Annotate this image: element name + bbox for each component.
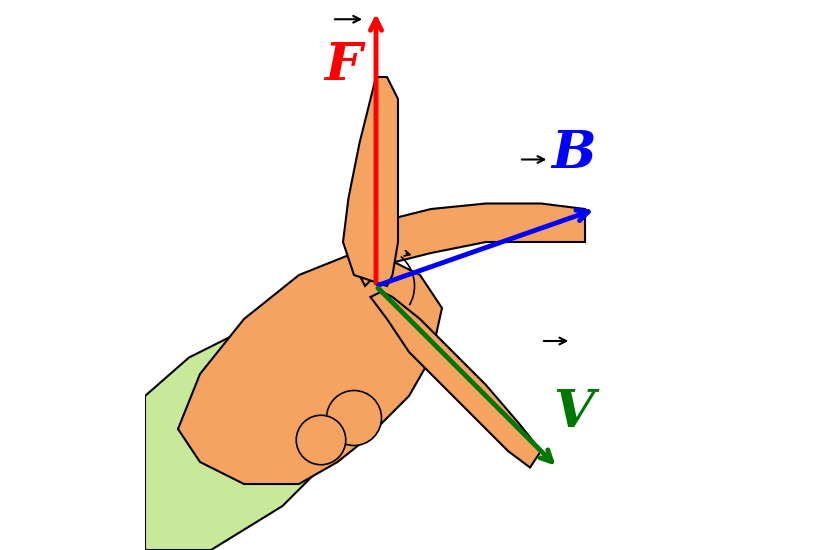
Polygon shape (354, 204, 585, 286)
Text: F: F (324, 41, 362, 91)
Polygon shape (145, 319, 354, 550)
Polygon shape (178, 253, 442, 484)
Polygon shape (343, 77, 398, 286)
Circle shape (327, 390, 381, 446)
Polygon shape (370, 292, 541, 468)
Text: V: V (554, 387, 595, 438)
Text: B: B (552, 129, 596, 179)
Circle shape (297, 415, 346, 465)
